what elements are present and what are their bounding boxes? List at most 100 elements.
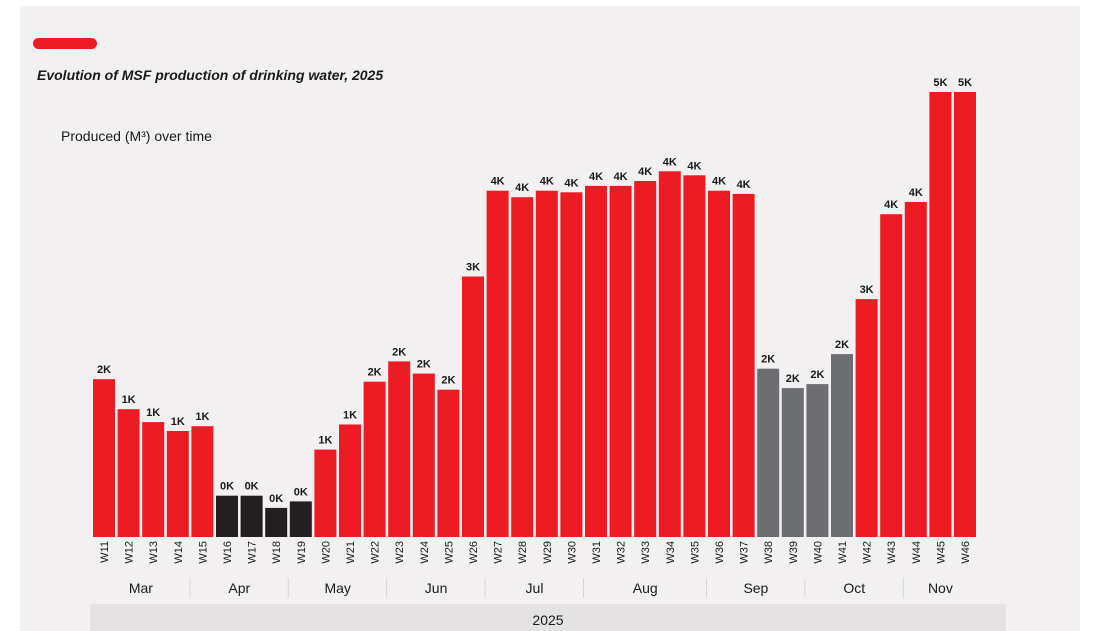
value-label-w25: 2K <box>441 375 455 387</box>
month-label-may: May <box>324 580 350 596</box>
value-label-w32: 4K <box>614 171 628 183</box>
value-label-w31: 4K <box>589 171 603 183</box>
week-label-w25: W25 <box>443 541 455 564</box>
bar-w36 <box>708 190 730 537</box>
value-label-w37: 4K <box>737 179 751 191</box>
bar-w33 <box>634 181 657 537</box>
bar-w32 <box>609 185 632 537</box>
value-label-w28: 4K <box>515 182 529 194</box>
bar-w38 <box>757 368 780 537</box>
week-label-w29: W29 <box>542 541 554 564</box>
value-label-w20: 1K <box>318 435 332 447</box>
month-label-nov: Nov <box>928 580 953 596</box>
month-label-sep: Sep <box>743 580 768 596</box>
month-label-oct: Oct <box>843 580 865 596</box>
value-label-w24: 2K <box>417 359 431 371</box>
value-labels: 2K 1K 1K 1K 1K 0K 0K 0K 0K 1K 1K 2K 2K 2K 2K 3K 4K 4K 4K 4K… <box>97 77 972 505</box>
week-label-w44: W44 <box>911 541 923 564</box>
week-label-w21: W21 <box>345 541 357 564</box>
bar-w12 <box>117 409 140 537</box>
bar-w30 <box>560 192 583 538</box>
bar-w18 <box>265 507 288 537</box>
bar-w20 <box>314 449 337 537</box>
week-label-w30: W30 <box>566 541 578 564</box>
week-label-w45: W45 <box>935 541 947 564</box>
bar-w34 <box>658 171 681 538</box>
value-label-w15: 1K <box>195 411 209 423</box>
bar-w22 <box>363 381 386 537</box>
week-label-w34: W34 <box>665 541 677 564</box>
week-label-w11: W11 <box>99 541 111 563</box>
week-label-w42: W42 <box>862 541 874 564</box>
value-label-w43: 4K <box>884 199 898 211</box>
week-tick-labels: W11 W12 W13 W14 W15 W16 W17 W18 W19 W20 W21 W22 W23 W… <box>99 541 972 564</box>
value-label-w34: 4K <box>663 156 677 168</box>
week-label-w17: W17 <box>247 541 259 564</box>
week-label-w33: W33 <box>640 541 652 564</box>
bar-w35 <box>683 175 706 538</box>
value-label-w30: 4K <box>564 177 578 189</box>
week-label-w36: W36 <box>714 541 726 564</box>
value-label-w44: 4K <box>909 187 923 199</box>
week-label-w31: W31 <box>591 541 603 564</box>
week-label-w22: W22 <box>370 541 382 564</box>
week-label-w28: W28 <box>517 541 529 564</box>
value-label-w17: 0K <box>245 481 259 493</box>
value-label-w13: 1K <box>146 407 160 419</box>
accent-bar <box>33 38 97 49</box>
bar-w40 <box>806 384 829 537</box>
week-label-w32: W32 <box>616 541 628 564</box>
value-label-w33: 4K <box>638 166 652 178</box>
chart-title: Evolution of MSF production of drinking … <box>37 67 384 83</box>
chart-subtitle: Produced (M³) over time <box>61 128 212 144</box>
value-label-w18: 0K <box>269 493 283 505</box>
week-label-w39: W39 <box>788 541 800 564</box>
bar-w26 <box>462 276 484 537</box>
year-label: 2025 <box>532 612 563 628</box>
bar-w14 <box>166 431 189 537</box>
week-label-w12: W12 <box>124 541 136 564</box>
week-label-w16: W16 <box>222 541 234 564</box>
week-label-w37: W37 <box>739 541 751 564</box>
week-label-w27: W27 <box>493 541 505 564</box>
value-label-w11: 2K <box>97 364 111 376</box>
week-label-w26: W26 <box>468 541 480 564</box>
value-label-w42: 3K <box>860 284 874 296</box>
month-label-jul: Jul <box>526 580 544 596</box>
week-label-w20: W20 <box>320 541 332 564</box>
bar-w45 <box>929 92 952 537</box>
value-label-w38: 2K <box>761 354 775 366</box>
bar-w37 <box>732 193 755 537</box>
week-label-w46: W46 <box>960 541 972 564</box>
value-label-w21: 1K <box>343 410 357 422</box>
week-label-w35: W35 <box>689 541 701 564</box>
bar-w31 <box>585 185 607 537</box>
week-label-w19: W19 <box>296 541 308 564</box>
week-label-w14: W14 <box>173 541 185 564</box>
bar-w13 <box>142 422 165 537</box>
bar-w43 <box>880 214 903 537</box>
bar-w46 <box>954 92 976 537</box>
week-label-w23: W23 <box>394 541 406 564</box>
week-label-w41: W41 <box>837 541 849 564</box>
week-label-w38: W38 <box>763 541 775 564</box>
bar-w25 <box>437 389 460 537</box>
value-label-w16: 0K <box>220 481 234 493</box>
bar-w23 <box>388 361 411 537</box>
month-label-jun: Jun <box>425 580 448 596</box>
week-label-w43: W43 <box>886 541 898 564</box>
value-label-w45: 5K <box>933 77 947 89</box>
value-label-w40: 2K <box>810 369 824 381</box>
bar-w28 <box>511 197 534 537</box>
value-label-w12: 1K <box>122 394 136 406</box>
month-label-apr: Apr <box>228 580 250 596</box>
value-label-w22: 2K <box>368 367 382 379</box>
year-band <box>90 604 1006 631</box>
bar-w19 <box>289 501 312 537</box>
value-label-w19: 0K <box>294 486 308 498</box>
week-label-w18: W18 <box>271 541 283 564</box>
week-label-w15: W15 <box>197 541 209 564</box>
value-label-w29: 4K <box>540 176 554 188</box>
bar-w16 <box>216 495 238 537</box>
